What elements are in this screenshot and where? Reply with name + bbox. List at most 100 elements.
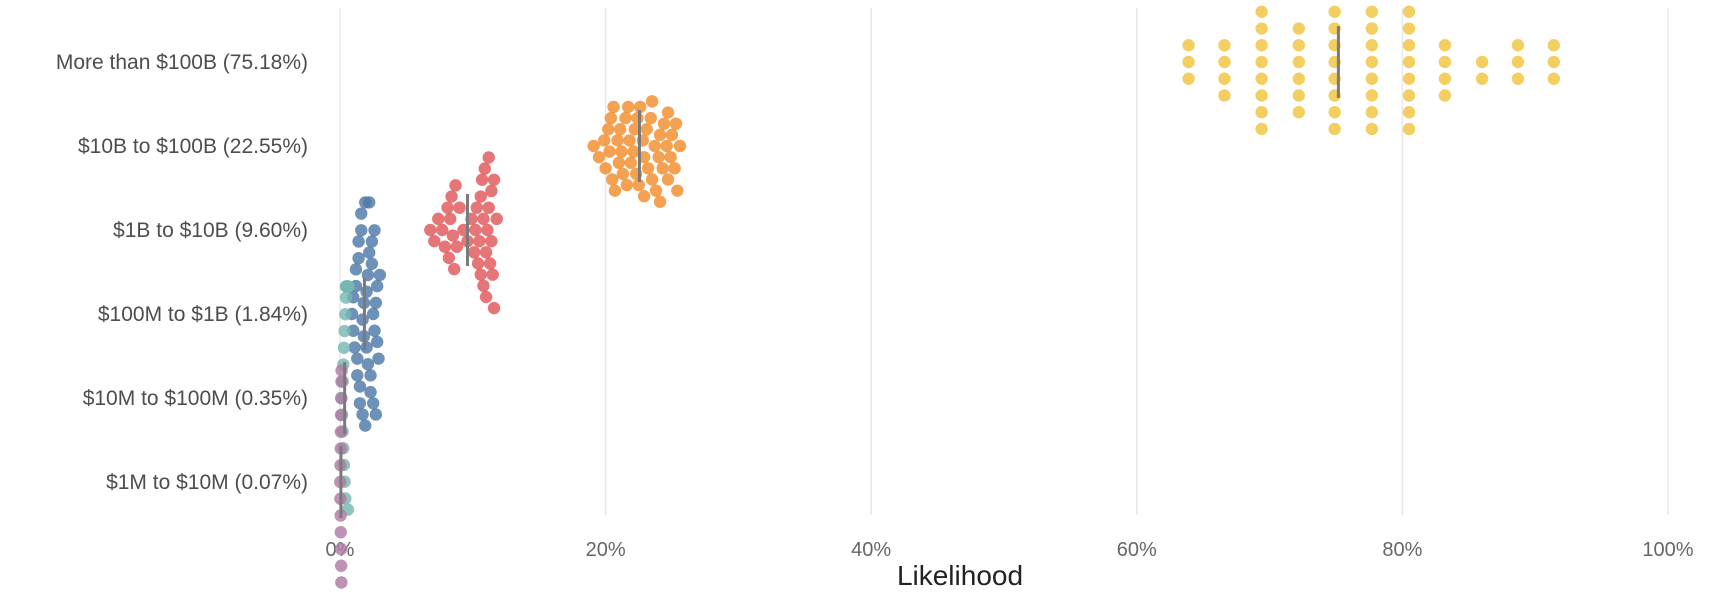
data-point — [620, 178, 634, 192]
data-point — [606, 173, 619, 186]
data-point — [473, 234, 486, 248]
data-point — [353, 397, 367, 410]
data-point — [1292, 89, 1306, 102]
data-point — [1547, 55, 1560, 69]
data-point — [361, 358, 375, 371]
data-point — [368, 324, 381, 337]
data-point — [356, 408, 369, 421]
data-point — [348, 341, 361, 354]
category-label: More than $100B (75.18%) — [56, 51, 308, 74]
data-point — [1402, 22, 1416, 35]
data-point — [469, 223, 482, 237]
data-point — [477, 212, 490, 226]
data-point — [1402, 72, 1416, 85]
data-point — [653, 195, 667, 208]
data-point — [428, 234, 441, 248]
data-point — [369, 408, 383, 421]
gridlines — [339, 8, 1669, 515]
data-point — [446, 229, 460, 242]
data-point — [1365, 89, 1379, 102]
data-point — [338, 324, 351, 338]
data-point — [1365, 39, 1379, 52]
data-point — [424, 223, 437, 237]
data-point — [1255, 55, 1268, 69]
data-point — [367, 397, 380, 410]
data-point — [367, 307, 380, 321]
data-point — [1255, 22, 1268, 35]
data-point — [661, 173, 675, 186]
data-point — [1255, 5, 1268, 18]
data-point — [1402, 39, 1416, 52]
data-point — [360, 285, 373, 298]
data-point — [474, 268, 487, 281]
data-point — [487, 173, 501, 186]
data-point — [355, 207, 368, 220]
data-point — [356, 313, 369, 326]
data-point — [337, 341, 351, 354]
data-point — [365, 235, 379, 248]
data-point — [483, 257, 497, 270]
category-label: $10B to $100B (22.55%) — [78, 135, 308, 158]
data-point — [656, 162, 669, 175]
category-label: $100M to $1B (1.84%) — [98, 303, 308, 326]
data-point — [1511, 55, 1525, 69]
data-point — [364, 385, 377, 399]
data-point — [661, 106, 675, 119]
data-point — [1292, 106, 1306, 119]
data-point — [619, 111, 632, 125]
data-point — [637, 150, 651, 164]
data-point — [665, 128, 679, 142]
data-point — [598, 134, 611, 147]
data-point — [482, 201, 495, 214]
data-point — [1511, 72, 1525, 85]
data-point — [334, 526, 347, 539]
data-point — [372, 352, 385, 365]
data-point — [339, 308, 352, 321]
data-point — [445, 190, 458, 203]
data-point — [351, 369, 364, 382]
data-point — [1547, 39, 1560, 52]
data-point — [485, 234, 498, 248]
data-point — [351, 352, 364, 365]
data-point — [1182, 55, 1195, 69]
data-point — [481, 223, 494, 237]
data-point — [1328, 5, 1341, 18]
x-tick-label: 60% — [1117, 539, 1157, 561]
data-point — [352, 252, 365, 265]
data-point — [334, 559, 348, 572]
data-point — [490, 212, 503, 226]
x-tick-label: 40% — [851, 539, 891, 561]
data-point — [607, 100, 620, 114]
data-point — [632, 178, 645, 192]
x-axis-title: Likelihood — [897, 560, 1023, 591]
data-point — [612, 156, 626, 169]
data-point — [485, 184, 498, 198]
data-point — [645, 95, 659, 108]
category-label: $1B to $10B (9.60%) — [113, 219, 308, 242]
data-point — [1475, 72, 1489, 85]
data-point — [623, 134, 636, 147]
data-point — [1402, 122, 1416, 136]
data-point — [486, 268, 499, 281]
data-point — [436, 223, 449, 237]
data-point — [1292, 22, 1306, 35]
data-point — [1511, 39, 1525, 52]
data-point — [467, 246, 481, 259]
data-point — [475, 173, 489, 186]
data-point — [478, 162, 491, 175]
data-point — [438, 240, 452, 253]
data-point — [652, 150, 665, 164]
data-point — [363, 246, 376, 259]
data-point — [604, 111, 618, 125]
data-point — [1438, 39, 1452, 52]
data-point — [1402, 5, 1416, 18]
data-point — [442, 251, 456, 265]
data-point — [349, 263, 363, 276]
data-point — [360, 341, 373, 354]
data-point — [633, 100, 647, 114]
data-point — [449, 179, 462, 192]
data-point — [603, 145, 616, 158]
data-point — [471, 257, 485, 270]
data-point — [1255, 89, 1268, 102]
